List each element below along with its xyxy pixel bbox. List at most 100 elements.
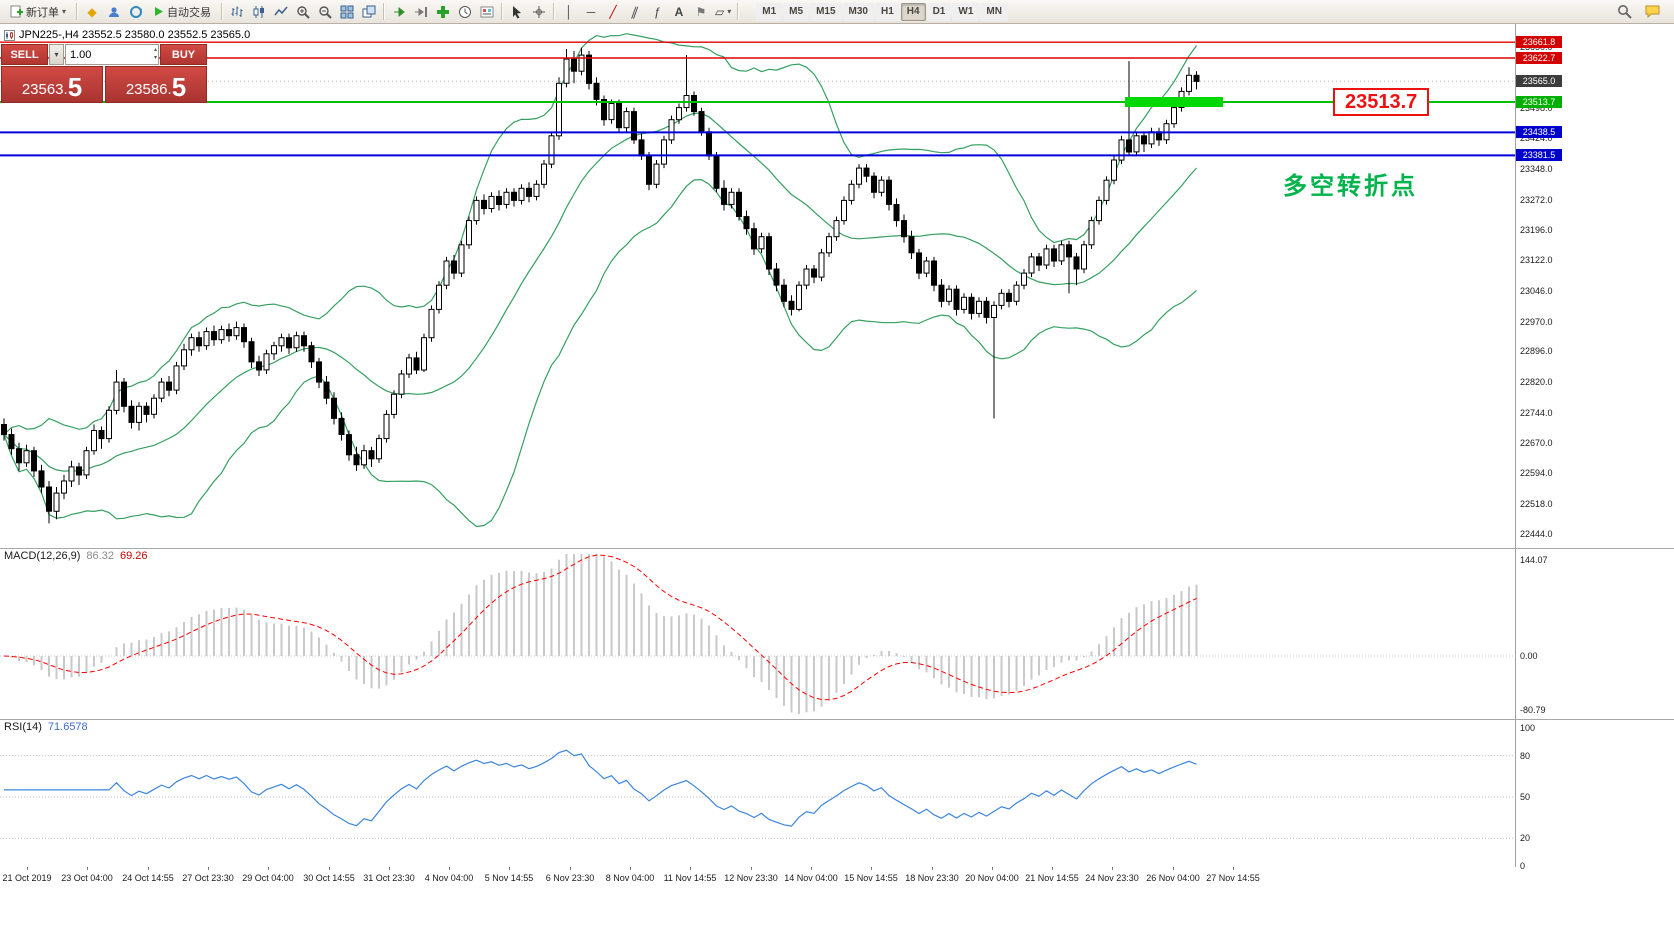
rsi-tick: 0 [1520, 861, 1526, 871]
separator [383, 3, 386, 20]
price-callout: 23513.7 [1333, 88, 1430, 116]
new-order-button[interactable]: 新订单 ▾ [3, 2, 73, 22]
time-label: 26 Nov 04:00 [1146, 873, 1200, 883]
turning-point-note: 多空转折点 [1283, 173, 1418, 200]
trendline-tool[interactable]: ╱ [602, 2, 624, 22]
rsi-separator[interactable] [0, 719, 1674, 720]
auto-scroll-icon[interactable] [388, 2, 410, 22]
timeframe-w1[interactable]: W1 [952, 2, 980, 21]
timeframe-d1[interactable]: D1 [926, 2, 952, 21]
time-tick [751, 867, 752, 870]
price-scale[interactable]: 23650.023498.023424.023348.023272.023196… [1516, 24, 1596, 890]
chat-icon[interactable] [1641, 2, 1663, 22]
macd-label: MACD(12,26,9) [4, 550, 81, 562]
time-label: 21 Nov 14:55 [1025, 873, 1079, 883]
price-tick: 23348.0 [1520, 164, 1553, 174]
buy-price[interactable]: 23586. 5 [105, 66, 207, 103]
symbol-ohlc-text: JPN225-,H4 23552.5 23580.0 23552.5 23565… [19, 29, 251, 41]
new-order-label: 新订单 [26, 6, 59, 19]
price-tick: 23424.0 [1520, 133, 1553, 143]
line-chart-icon[interactable] [270, 2, 292, 22]
main-chart[interactable] [0, 24, 1515, 548]
separator [501, 3, 504, 20]
rsi-tick: 20 [1520, 833, 1531, 843]
time-tick [630, 867, 631, 870]
zoom-out-icon[interactable] [314, 2, 336, 22]
timeframe-m5[interactable]: M5 [783, 2, 810, 21]
time-label: 31 Oct 23:30 [363, 873, 415, 883]
price-tick: 22670.0 [1520, 438, 1553, 448]
rsi-header: RSI(14) 71.6578 [4, 721, 88, 733]
timeframe-m30[interactable]: M30 [842, 2, 874, 21]
time-label: 21 Oct 2019 [2, 873, 52, 883]
autotrading-label: 自动交易 [167, 6, 212, 19]
period-clock-icon[interactable] [454, 2, 476, 22]
time-tick [509, 867, 510, 870]
crosshair-tool-icon[interactable] [528, 2, 550, 22]
time-label: 18 Nov 23:30 [905, 873, 959, 883]
time-label: 12 Nov 23:30 [724, 873, 778, 883]
price-marker: 23513.7 [1516, 96, 1562, 108]
bar-chart-icon[interactable] [226, 2, 248, 22]
candlestick-chart-icon[interactable] [248, 2, 270, 22]
shapes-tool[interactable]: ▱ ▾ [712, 2, 734, 22]
time-label: 15 Nov 14:55 [844, 873, 898, 883]
fibonacci-tool[interactable]: ƒ [646, 2, 668, 22]
vertical-line-tool[interactable]: │ [558, 2, 580, 22]
separator [737, 3, 740, 20]
macd-separator[interactable] [0, 548, 1674, 549]
label-tool[interactable]: ⚑ [690, 2, 712, 22]
price-tick: 22896.0 [1520, 346, 1553, 356]
macd-main-value: 86.32 [86, 550, 114, 562]
timeframe-group: M1 M5 M15 M30 H1 H4 D1 W1 MN [756, 2, 1008, 21]
new-order-caret-icon: ▾ [62, 7, 67, 16]
one-click-dropdown-icon[interactable]: ▾ [49, 44, 64, 65]
autotrading-play-icon [155, 7, 164, 16]
macd-panel[interactable] [0, 548, 1515, 719]
time-axis[interactable]: 21 Oct 2019 23 Oct 04:00 24 Oct 14:55 27 Oc… [0, 867, 1674, 890]
volume-down-icon[interactable]: ▾ [153, 55, 157, 61]
time-tick [992, 867, 993, 870]
time-label: 27 Oct 23:30 [182, 873, 234, 883]
timeframe-m15[interactable]: M15 [810, 2, 842, 21]
horizontal-line-tool[interactable]: ─ [580, 2, 602, 22]
sell-button[interactable]: SELL [1, 44, 48, 65]
price-tick: 23498.0 [1520, 103, 1553, 113]
timeframe-h4[interactable]: H4 [900, 2, 926, 21]
time-label: 5 Nov 14:55 [484, 873, 534, 883]
timeframe-m1[interactable]: M1 [756, 2, 783, 21]
chart-shift-icon[interactable] [410, 2, 432, 22]
autotrading-button[interactable]: 自动交易 [147, 2, 218, 22]
channel-tool[interactable]: ∥ [624, 2, 646, 22]
templates-icon[interactable] [476, 2, 498, 22]
buy-button[interactable]: BUY [160, 44, 207, 65]
time-tick [449, 867, 450, 870]
mql5-market-icon[interactable]: ◆ [81, 2, 103, 22]
cursor-tool-icon[interactable] [506, 2, 528, 22]
text-tool[interactable]: A [668, 2, 690, 22]
separator [76, 3, 79, 20]
sell-price[interactable]: 23563. 5 [1, 66, 103, 103]
price-tick: 22518.0 [1520, 499, 1553, 509]
tile-windows-icon[interactable] [336, 2, 358, 22]
timeframe-mn[interactable]: MN [980, 2, 1008, 21]
volume-up-icon[interactable]: ▴ [153, 47, 157, 53]
cascade-windows-icon[interactable] [358, 2, 380, 22]
time-tick [27, 867, 28, 870]
rsi-tick: 100 [1520, 723, 1536, 733]
shapes-caret-icon: ▾ [727, 7, 732, 16]
time-label: 24 Nov 23:30 [1085, 873, 1139, 883]
timeframe-h1[interactable]: H1 [874, 2, 900, 21]
price-marker: 23565.0 [1516, 75, 1562, 87]
volume-field: ▴ ▾ [65, 44, 159, 65]
signals-icon[interactable] [103, 2, 125, 22]
vps-refresh-icon[interactable] [125, 2, 147, 22]
indicators-icon[interactable] [432, 2, 454, 22]
time-tick [389, 867, 390, 870]
toolbar: 新订单 ▾ ◆ 自动交易 │ ─ ╱ ∥ ƒ A ⚑ [0, 0, 1674, 24]
volume-input[interactable] [66, 45, 158, 64]
price-tick: 22594.0 [1520, 468, 1553, 478]
search-icon[interactable] [1613, 2, 1635, 22]
zoom-in-icon[interactable] [292, 2, 314, 22]
rsi-panel[interactable] [0, 719, 1515, 867]
